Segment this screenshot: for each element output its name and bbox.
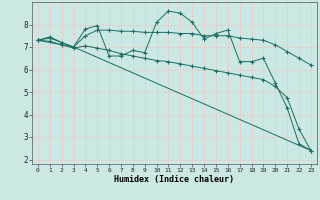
X-axis label: Humidex (Indice chaleur): Humidex (Indice chaleur) <box>115 175 234 184</box>
